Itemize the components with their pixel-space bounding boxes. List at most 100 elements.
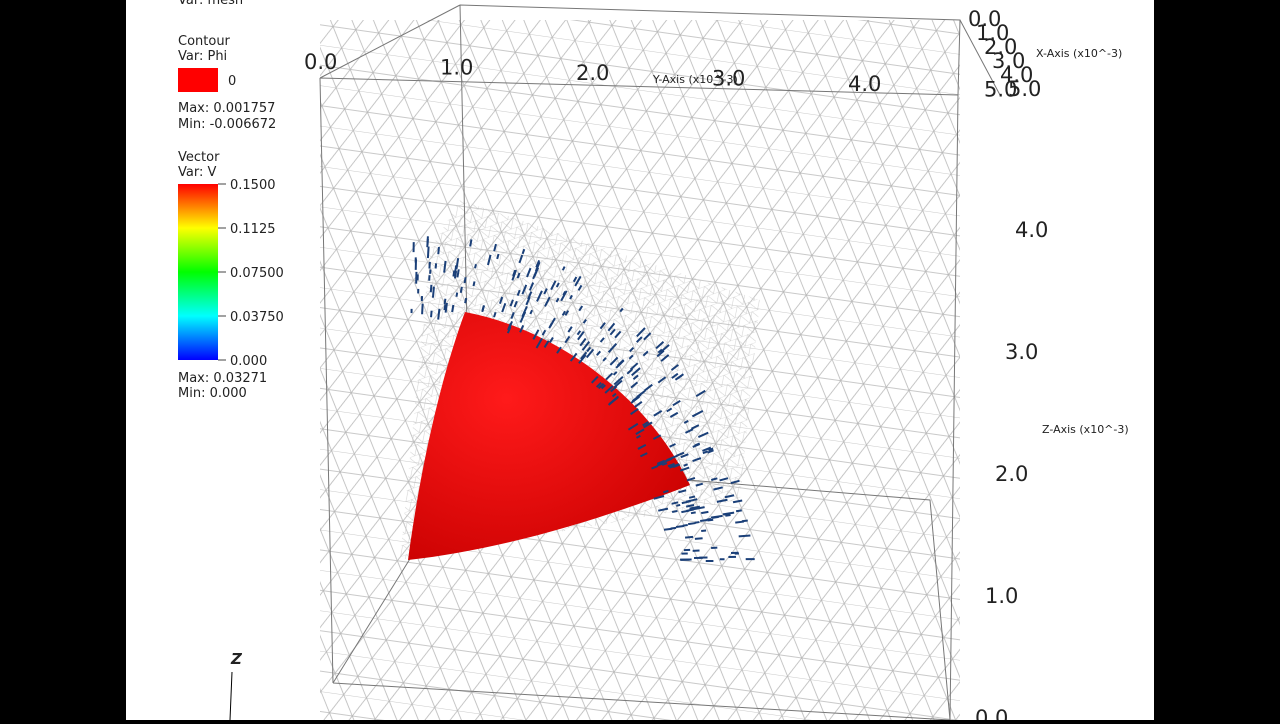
vector-glyph <box>585 348 595 359</box>
vector-glyph <box>681 552 688 555</box>
vector-glyph <box>694 537 703 540</box>
vector-glyph <box>690 424 700 430</box>
vector-glyph <box>410 308 413 314</box>
vector-glyph <box>728 555 737 558</box>
vector-glyph <box>555 282 560 288</box>
vector-glyph <box>510 311 515 319</box>
vector-glyph <box>521 284 528 295</box>
vector-glyph <box>521 305 528 318</box>
vector-glyph <box>443 260 447 273</box>
vector-glyph <box>692 457 702 463</box>
vector-glyph <box>481 305 486 313</box>
vector-glyph <box>578 354 587 364</box>
vector-glyph <box>580 351 588 360</box>
vector-glyph <box>599 337 605 343</box>
vector-glyph <box>508 321 513 328</box>
vector-glyph <box>611 392 617 398</box>
vector-glyph <box>670 526 677 530</box>
vector-glyph <box>692 549 700 552</box>
vector-glyph <box>653 410 663 417</box>
vector-glyph <box>511 269 517 281</box>
vector-glyph <box>687 522 696 526</box>
vector-glyph <box>710 477 718 481</box>
vector-glyph <box>525 296 531 306</box>
vector-glyph <box>614 330 622 339</box>
vector-glyph <box>694 442 701 447</box>
vector-glyph <box>630 381 639 389</box>
vector-glyph <box>730 479 740 485</box>
vector-glyph <box>741 519 748 523</box>
vector-glyph <box>666 407 673 413</box>
vector-glyph <box>716 498 728 503</box>
vector-glyph <box>577 284 583 291</box>
vector-glyph <box>688 495 696 499</box>
vector-glyph <box>656 459 665 465</box>
vector-glyph <box>459 286 463 293</box>
vector-glyph <box>636 336 643 343</box>
vector-glyph <box>657 348 663 354</box>
bounding-box <box>319 4 1001 721</box>
vector-glyph <box>437 308 441 320</box>
vector-glyph <box>586 346 592 353</box>
vector-glyph <box>619 307 624 313</box>
vector-glyph <box>487 254 492 266</box>
colorbar-label: 0.1500 <box>230 178 276 193</box>
vector-glyph <box>569 294 573 300</box>
colorbar-label: 0.03750 <box>230 310 284 325</box>
vector-glyph <box>607 322 616 332</box>
vector-glyph <box>679 466 690 472</box>
vector-glyph <box>516 289 521 296</box>
vector-glyph <box>597 382 605 390</box>
vector-glyph <box>420 295 424 302</box>
y-tick-label: 5.0 <box>984 78 1017 102</box>
vector-glyph <box>452 270 456 277</box>
vector-glyph <box>609 328 616 336</box>
vector-glyph <box>415 271 418 284</box>
vector-glyph <box>535 337 543 349</box>
vector-glyph <box>674 373 685 381</box>
vector-glyph <box>469 239 473 247</box>
colorbar <box>178 184 218 360</box>
z-tick-label: 2.0 <box>995 462 1028 486</box>
vectors <box>410 236 755 562</box>
vector-glyph <box>678 489 687 494</box>
vector-glyph <box>428 261 431 269</box>
vector-glyph <box>660 344 670 353</box>
vector-glyph <box>666 454 678 462</box>
vector-glyph <box>472 281 476 287</box>
vector-glyph <box>697 431 709 439</box>
vector-glyph <box>689 505 701 510</box>
vector-glyph <box>496 253 500 260</box>
vector-glyph <box>431 286 435 298</box>
vector-glyph <box>429 284 433 293</box>
vector-glyph <box>710 514 723 519</box>
vector-glyph <box>443 298 447 305</box>
vector-glyph <box>699 556 708 559</box>
vector-glyph <box>655 341 665 350</box>
vector-glyph <box>569 352 578 362</box>
vector-glyph <box>738 534 751 538</box>
vector-glyph <box>630 408 639 416</box>
vector-glyph <box>642 421 649 427</box>
vector-glyph <box>602 357 607 362</box>
vector-glyph <box>474 264 477 269</box>
vector-glyph <box>506 326 512 334</box>
z-tick-label: 0.0 <box>975 706 1008 720</box>
vector-glyph <box>629 347 635 353</box>
y-tick-label: 0.0 <box>304 50 337 74</box>
vector-glyph <box>663 489 669 494</box>
vector-glyph <box>426 246 430 259</box>
vector-glyph <box>735 520 745 524</box>
vector-glyph <box>561 266 566 271</box>
legend-text: Min: 0.000 <box>178 386 247 401</box>
vector-glyph <box>426 238 429 245</box>
vector-glyph <box>527 291 533 300</box>
legend-text: Max: 0.03271 <box>178 371 267 386</box>
vector-glyph <box>700 519 708 523</box>
vector-glyph <box>713 486 723 491</box>
vector-glyph <box>702 446 712 452</box>
vector-glyph <box>653 495 665 500</box>
vector-glyph <box>671 501 679 505</box>
x-tick-label: 4.0 <box>1000 63 1033 87</box>
vector-glyph <box>683 463 688 467</box>
